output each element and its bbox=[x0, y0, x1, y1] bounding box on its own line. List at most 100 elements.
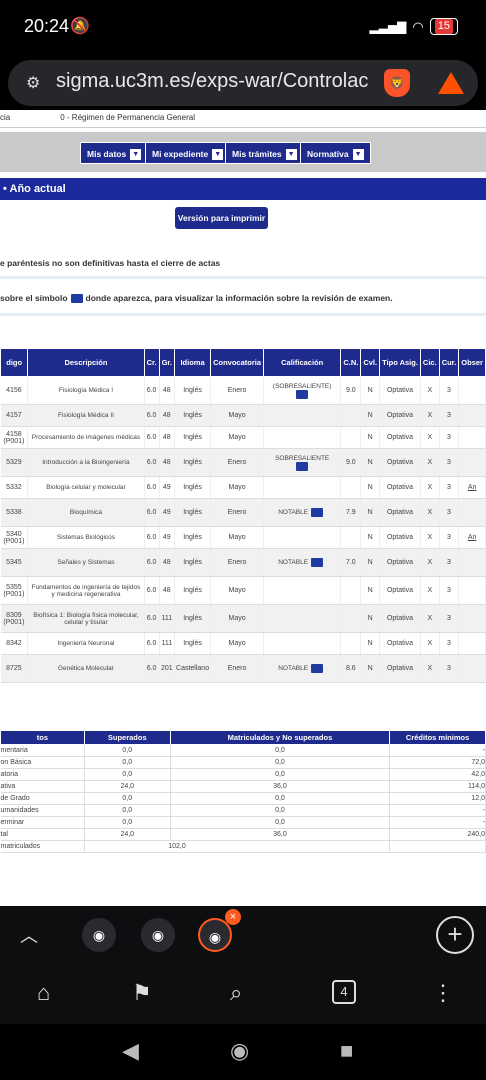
cell-lang: Castellano bbox=[174, 654, 212, 683]
cell-cic: X bbox=[420, 654, 440, 683]
site-settings-icon[interactable]: ⚙ bbox=[26, 75, 41, 92]
recents-icon[interactable]: ■ bbox=[340, 1038, 354, 1063]
table-row: 4158 (P001) Procesamiento de imágenes méd… bbox=[0, 426, 486, 449]
folder-icon[interactable] bbox=[311, 664, 324, 673]
cell-grade bbox=[263, 632, 342, 655]
new-tab-button[interactable]: + bbox=[436, 916, 474, 954]
cell-obs[interactable] bbox=[458, 498, 486, 527]
cell-cn: 8.6 bbox=[340, 654, 362, 683]
cell-desc: Genética Molecular bbox=[27, 654, 145, 683]
brave-shields-icon[interactable]: 🦁 bbox=[384, 69, 410, 97]
folder-icon[interactable] bbox=[311, 508, 324, 517]
folder-icon[interactable] bbox=[296, 461, 309, 471]
cell-obs[interactable]: An bbox=[458, 526, 486, 549]
column-header[interactable]: Superados bbox=[83, 730, 171, 745]
cell-mat: 0,0 bbox=[170, 756, 391, 769]
brave-rewards-icon[interactable] bbox=[438, 72, 464, 94]
cell-obs[interactable] bbox=[458, 404, 486, 427]
cell-type: Optativa bbox=[379, 654, 421, 683]
cell-lang: Inglés bbox=[174, 548, 212, 577]
home-icon[interactable]: ⌂ bbox=[37, 980, 51, 1005]
cell-code: 5338 bbox=[0, 498, 29, 527]
cell-cvl: N bbox=[360, 632, 381, 655]
column-header[interactable]: Idioma bbox=[174, 348, 212, 377]
cell-label: atoria bbox=[0, 768, 85, 781]
cell-grade bbox=[263, 576, 342, 605]
menu-mis-datos[interactable]: Mis datos ▼ bbox=[80, 142, 149, 164]
home-circle-icon[interactable]: ◉ bbox=[230, 1038, 250, 1063]
cell-cvl: N bbox=[360, 376, 381, 405]
cell-cur: 3 bbox=[439, 498, 460, 527]
menu-mi-expediente[interactable]: Mi expediente ▼ bbox=[145, 142, 231, 164]
cell-cr: 6.0 bbox=[144, 476, 160, 499]
tab-uc3m-1[interactable]: ◉ bbox=[82, 918, 116, 952]
cell-cn bbox=[340, 576, 362, 605]
column-header[interactable]: Calificación bbox=[263, 348, 342, 377]
tab-uc3m-active[interactable]: ◉ bbox=[198, 918, 232, 952]
column-header[interactable]: Cur. bbox=[438, 348, 460, 377]
cell-obs[interactable] bbox=[458, 604, 486, 633]
column-header[interactable]: Convocatoria bbox=[210, 348, 265, 377]
chevron-up-icon[interactable]: ︿ bbox=[20, 926, 38, 946]
table-row: 8309 (P001) Biofísica 1: Biología física … bbox=[0, 604, 486, 633]
cell-label: ativa bbox=[0, 780, 85, 793]
cell-min: - bbox=[389, 804, 486, 817]
cell-cn: 9.0 bbox=[340, 448, 362, 477]
cell-obs[interactable] bbox=[458, 654, 486, 683]
cell-cr: 6.0 bbox=[144, 448, 160, 477]
cell-label: de Grado bbox=[0, 792, 85, 805]
cell-cn bbox=[340, 604, 362, 633]
url-text[interactable]: sigma.uc3m.es/exps-war/Controlac bbox=[56, 70, 369, 92]
section-title: • Año actual bbox=[0, 178, 486, 200]
cell-obs[interactable] bbox=[458, 548, 486, 577]
cell-obs[interactable] bbox=[458, 426, 486, 449]
column-header[interactable]: Cvl. bbox=[360, 348, 381, 377]
column-header[interactable]: Matriculados y No superados bbox=[169, 730, 391, 745]
menu-bar: Mis datos ▼ Mi expediente ▼ Mis trámites ▼ … bbox=[0, 132, 486, 172]
folder-icon[interactable] bbox=[296, 389, 309, 399]
search-icon[interactable]: ⌕ bbox=[230, 980, 243, 1005]
cell-cur: 3 bbox=[439, 426, 460, 449]
address-bar[interactable]: ⚙ sigma.uc3m.es/exps-war/Controlac 🦁 bbox=[8, 60, 478, 106]
cell-code: 5345 bbox=[0, 548, 29, 577]
cell-lang: Inglés bbox=[174, 476, 212, 499]
back-icon[interactable]: ◀ bbox=[122, 1038, 139, 1063]
print-version-button[interactable]: Versión para imprimir bbox=[175, 207, 268, 229]
close-tab-icon[interactable]: × bbox=[225, 909, 241, 925]
column-header[interactable]: Obser bbox=[458, 348, 486, 377]
cell-cur: 3 bbox=[439, 654, 460, 683]
cell-obs[interactable] bbox=[458, 448, 486, 477]
cell-cn bbox=[340, 632, 362, 655]
column-header[interactable]: Descripción bbox=[27, 348, 145, 377]
column-header[interactable]: Gr. bbox=[158, 348, 176, 377]
column-header[interactable]: Tipo Asig. bbox=[379, 348, 421, 377]
cell-gr: 49 bbox=[159, 526, 176, 549]
folder-icon[interactable] bbox=[311, 558, 324, 567]
folder-icon bbox=[70, 294, 83, 304]
cell-lang: Inglés bbox=[174, 526, 212, 549]
tab-uc3m-2[interactable]: ◉ bbox=[141, 918, 175, 952]
column-header[interactable]: tos bbox=[0, 730, 85, 745]
column-header[interactable]: digo bbox=[0, 348, 29, 377]
cell-obs[interactable] bbox=[458, 632, 486, 655]
tab-count-button[interactable]: 4 bbox=[332, 980, 356, 1004]
cell-min: 72,0 bbox=[389, 756, 486, 769]
column-header[interactable]: C.N. bbox=[340, 348, 362, 377]
more-menu-icon[interactable]: ⋮ bbox=[432, 980, 454, 1005]
menu-mis-tramites[interactable]: Mis trámites ▼ bbox=[225, 142, 304, 164]
column-header[interactable]: Créditos mínimos bbox=[389, 730, 486, 745]
cell-code: 4156 bbox=[0, 376, 29, 405]
column-header[interactable]: Cr. bbox=[143, 348, 160, 377]
cell-cr: 6.0 bbox=[144, 376, 160, 405]
cell-code: 5329 bbox=[0, 448, 29, 477]
cell-cvl: N bbox=[360, 654, 381, 683]
cell-obs[interactable] bbox=[458, 576, 486, 605]
cell-obs[interactable]: An bbox=[458, 476, 486, 499]
cell-obs[interactable] bbox=[458, 376, 486, 405]
cell-gr: 48 bbox=[159, 548, 176, 577]
signal-icon: ▂▃▅▇ bbox=[369, 19, 407, 34]
menu-normativa[interactable]: Normativa ▼ bbox=[300, 142, 371, 164]
cell-sup: 24,0 bbox=[84, 828, 171, 841]
column-header[interactable]: Cic. bbox=[419, 348, 440, 377]
bookmark-icon[interactable]: ⚑ bbox=[132, 980, 152, 1005]
